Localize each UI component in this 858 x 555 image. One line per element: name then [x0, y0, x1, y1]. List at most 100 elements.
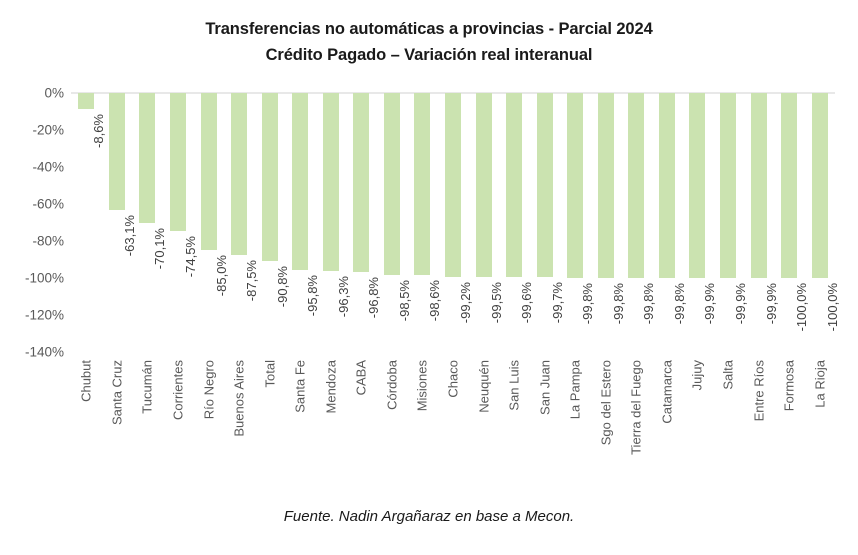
bar[interactable] — [444, 93, 461, 277]
y-axis-tick-label: -140% — [24, 344, 64, 360]
x-axis-tick-label: Formosa — [781, 360, 797, 412]
bar[interactable] — [231, 93, 248, 255]
bar-group[interactable]: -99,8% — [560, 93, 595, 352]
x-axis-tick-label: San Luis — [506, 360, 522, 411]
bar[interactable] — [414, 93, 431, 276]
x-axis-tick: Tierra del Fuego — [621, 360, 652, 490]
y-axis: 0% -20% -40% -60% -80% -100% -120% -140% — [0, 86, 64, 360]
bar[interactable] — [383, 93, 400, 276]
bar[interactable] — [689, 93, 706, 278]
chart-title: Transferencias no automáticas a provinci… — [0, 16, 858, 68]
bar-group[interactable]: -63,1% — [102, 93, 137, 352]
bar-group[interactable]: -99,7% — [529, 93, 565, 352]
x-axis-tick: Total — [254, 360, 285, 490]
bar-group[interactable]: -100,0% — [774, 93, 809, 352]
bar[interactable] — [750, 93, 767, 278]
chart-title-line-2: Crédito Pagado – Variación real interanu… — [265, 46, 593, 64]
y-axis-tick-label: -120% — [24, 307, 64, 323]
bar-group[interactable]: -99,6% — [499, 93, 534, 352]
bar[interactable] — [322, 93, 339, 272]
y-axis-tick-label: 0% — [44, 85, 64, 101]
bar-group[interactable]: -99,2% — [438, 93, 473, 352]
x-axis-tick-label: Chubut — [78, 360, 94, 402]
x-axis-tick-label: La Rioja — [812, 360, 828, 408]
x-axis-tick: Río Negro — [193, 360, 224, 490]
bar-group[interactable]: -8,6% — [71, 93, 106, 352]
bar-group[interactable]: -99,9% — [743, 93, 779, 352]
bar-group[interactable]: -85,0% — [193, 93, 229, 352]
bar[interactable] — [506, 93, 523, 278]
bar[interactable] — [567, 93, 584, 278]
x-axis-tick: Santa Cruz — [102, 360, 133, 490]
x-axis-tick-label: Entre Ríos — [751, 360, 767, 422]
bar[interactable] — [475, 93, 492, 278]
x-axis-tick-label: Tucumán — [139, 360, 155, 414]
bar[interactable] — [108, 93, 125, 210]
bar-group[interactable]: -74,5% — [163, 93, 198, 352]
y-axis-tick-label: -40% — [32, 159, 64, 175]
source-note: Fuente. Nadin Argañaraz en base a Mecon. — [283, 508, 575, 525]
x-axis-tick: Corrientes — [163, 360, 194, 490]
bar[interactable] — [169, 93, 186, 231]
x-axis-tick-label: Corrientes — [170, 360, 186, 420]
x-axis-tick: Formosa — [774, 360, 805, 490]
bar-group[interactable]: -99,8% — [652, 93, 687, 352]
bar-group[interactable]: -98,5% — [377, 93, 412, 352]
bar[interactable] — [781, 93, 798, 278]
bar-group[interactable]: -98,6% — [407, 93, 442, 352]
bar[interactable] — [811, 93, 828, 278]
x-axis-tick-label: Córdoba — [384, 360, 400, 410]
x-axis-tick: Mendoza — [315, 360, 346, 490]
x-axis-tick: Misiones — [407, 360, 438, 490]
bar-group[interactable]: -96,3% — [315, 93, 351, 352]
bar-value-label: -100,0% — [824, 283, 840, 332]
x-axis-tick-label: Catamarca — [659, 360, 675, 424]
x-axis-tick: La Rioja — [804, 360, 835, 490]
x-axis-tick: Santa Fe — [285, 360, 316, 490]
chart-title-line-1: Transferencias no automáticas a provinci… — [205, 20, 653, 38]
x-axis-tick: Chaco — [438, 360, 469, 490]
bar-group[interactable]: -99,5% — [468, 93, 504, 352]
bar[interactable] — [292, 93, 309, 271]
x-axis-tick: Chubut — [71, 360, 102, 490]
bar-group[interactable]: -90,8% — [254, 93, 290, 352]
bar-group[interactable]: -100,0% — [804, 93, 840, 352]
bar-group[interactable]: -99,9% — [713, 93, 748, 352]
bar[interactable] — [536, 93, 553, 278]
plot-area: -8,6% -63,1% -70,1% -74,5% -85,0% -87,5% -90,8… — [71, 93, 840, 352]
x-axis-tick-label: Tierra del Fuego — [628, 360, 644, 455]
x-axis-tick-label: Chaco — [445, 360, 461, 398]
bar[interactable] — [628, 93, 645, 278]
x-axis-tick: Entre Ríos — [743, 360, 774, 490]
bar-group[interactable]: -99,8% — [591, 93, 626, 352]
bar-group[interactable]: -96,8% — [346, 93, 381, 352]
x-axis-tick: Córdoba — [377, 360, 408, 490]
bar[interactable] — [78, 93, 95, 109]
y-axis-tick-label: -60% — [32, 196, 64, 212]
bar[interactable] — [720, 93, 737, 278]
x-axis-category-labels: Chubut Santa Cruz Tucumán Corrientes Río Neg… — [71, 360, 835, 490]
bar-group[interactable]: -99,9% — [682, 93, 717, 352]
x-axis-tick: La Pampa — [560, 360, 591, 490]
x-axis-tick-label: Mendoza — [323, 360, 339, 414]
bar[interactable] — [597, 93, 614, 278]
x-axis-tick: CABA — [346, 360, 377, 490]
x-axis-tick-label: Misiones — [414, 360, 430, 412]
bar-group[interactable]: -70,1% — [132, 93, 167, 352]
bar-group[interactable]: -99,8% — [621, 93, 656, 352]
y-axis-tick-label: -80% — [32, 233, 64, 249]
x-axis-tick: Tucumán — [132, 360, 163, 490]
bar[interactable] — [261, 93, 278, 261]
x-axis-tick: Salta — [713, 360, 744, 490]
x-axis-tick-label: Jujuy — [689, 360, 705, 391]
bar[interactable] — [658, 93, 675, 278]
bar-group[interactable]: -87,5% — [224, 93, 259, 352]
bar[interactable] — [353, 93, 370, 273]
bar[interactable] — [200, 93, 217, 251]
x-axis-tick-label: Total — [262, 360, 278, 388]
x-axis-tick: San Juan — [529, 360, 560, 490]
x-axis-tick-label: Salta — [720, 360, 736, 390]
x-axis-tick-label: La Pampa — [567, 360, 583, 420]
bar-group[interactable]: -95,8% — [285, 93, 320, 352]
bar[interactable] — [139, 93, 156, 223]
